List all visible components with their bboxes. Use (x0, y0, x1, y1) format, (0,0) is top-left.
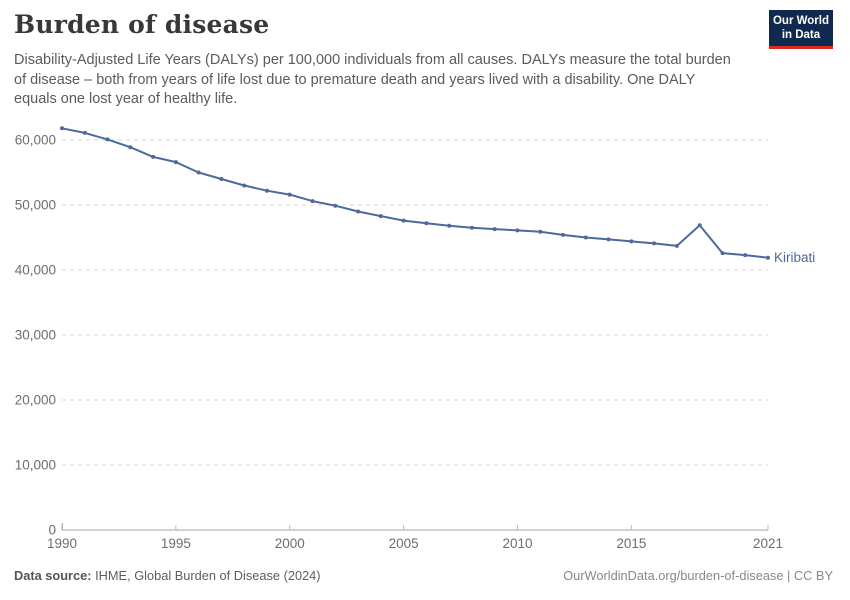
data-point[interactable] (697, 223, 702, 228)
owid-logo[interactable]: Our World in Data (769, 10, 833, 49)
owid-logo-text: Our World in Data (772, 14, 829, 41)
data-source-value: IHME, Global Burden of Disease (2024) (91, 568, 321, 583)
x-tick-label: 2015 (616, 536, 646, 551)
x-tick-label: 2000 (275, 536, 305, 551)
data-point[interactable] (60, 126, 64, 131)
data-source: Data source: IHME, Global Burden of Dise… (14, 568, 321, 583)
data-point[interactable] (447, 223, 452, 228)
data-point[interactable] (674, 243, 679, 248)
y-tick-label: 0 (48, 523, 56, 538)
data-point[interactable] (242, 183, 247, 188)
data-point[interactable] (378, 214, 383, 219)
x-tick-label: 2010 (502, 536, 532, 551)
data-point[interactable] (561, 232, 565, 237)
data-point[interactable] (743, 253, 748, 258)
data-line[interactable] (61, 127, 769, 259)
data-point[interactable] (219, 177, 224, 181)
y-tick-label: 40,000 (15, 263, 56, 278)
y-tick-label: 50,000 (15, 198, 56, 213)
line-chart[interactable]: 0 10,000 20,000 30,000 40,000 50,000 60,000 199… (0, 115, 850, 560)
data-point[interactable] (720, 251, 725, 256)
page-title: Burden of disease (14, 10, 270, 39)
data-point[interactable] (424, 221, 429, 226)
data-point[interactable] (196, 170, 201, 175)
data-point[interactable] (469, 225, 474, 230)
data-point[interactable] (173, 160, 178, 165)
data-point[interactable] (652, 241, 657, 246)
x-tick-label: 2021 (753, 536, 783, 551)
data-point[interactable] (629, 239, 634, 244)
data-point[interactable] (356, 209, 361, 214)
data-point[interactable] (492, 227, 497, 232)
data-point[interactable] (105, 137, 110, 142)
y-tick-label: 20,000 (15, 393, 56, 408)
data-point[interactable] (287, 192, 292, 197)
x-tick-label: 1990 (47, 536, 77, 551)
data-point[interactable] (151, 154, 156, 159)
data-point[interactable] (515, 228, 520, 233)
series-kiribati[interactable]: Kiribati (60, 126, 815, 265)
y-gridlines: 0 10,000 20,000 30,000 40,000 50,000 60,000 (15, 133, 768, 538)
data-point[interactable] (333, 203, 338, 208)
data-point[interactable] (606, 237, 611, 242)
x-axis: 1990 1995 2000 2005 2010 2015 2021 (47, 525, 783, 551)
x-tick-label: 2005 (389, 536, 419, 551)
data-point[interactable] (766, 255, 770, 260)
data-point[interactable] (128, 145, 133, 150)
y-tick-label: 10,000 (15, 458, 56, 473)
data-source-label: Data source: (14, 568, 92, 583)
data-point[interactable] (310, 199, 315, 204)
series-label[interactable]: Kiribati (774, 250, 815, 265)
data-point[interactable] (401, 218, 406, 223)
attribution-link[interactable]: OurWorldinData.org/burden-of-disease | C… (563, 568, 833, 583)
data-point[interactable] (538, 229, 543, 234)
chart-subtitle: Disability-Adjusted Life Years (DALYs) p… (14, 52, 731, 108)
x-tick-label: 1995 (161, 536, 191, 551)
y-tick-label: 30,000 (15, 328, 56, 343)
y-tick-label: 60,000 (15, 133, 56, 148)
data-point[interactable] (583, 235, 588, 240)
data-point[interactable] (265, 188, 269, 193)
data-point[interactable] (82, 130, 87, 135)
